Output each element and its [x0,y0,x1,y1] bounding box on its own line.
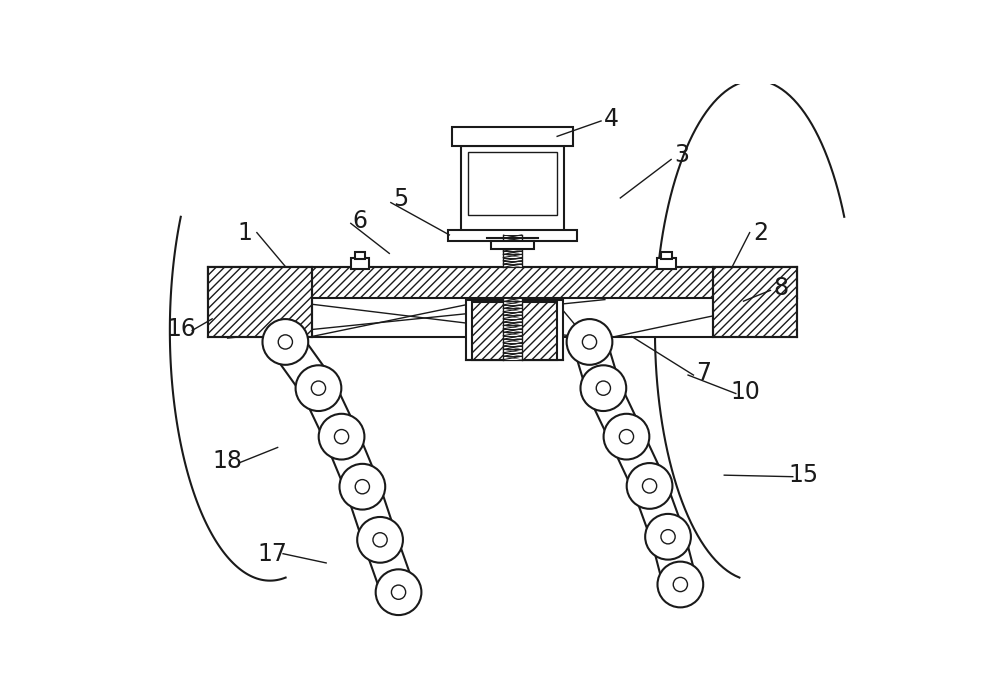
Polygon shape [611,430,665,493]
Bar [503,298,522,360]
Circle shape [619,430,634,444]
Text: 2: 2 [753,220,768,244]
Polygon shape [272,332,332,398]
Circle shape [262,319,308,365]
Bar [472,302,557,360]
Bar [208,267,797,298]
Bar [461,146,564,232]
Text: 6: 6 [353,209,368,233]
Polygon shape [573,337,620,393]
Text: 15: 15 [788,463,819,487]
Text: 8: 8 [773,276,788,300]
Text: 7: 7 [696,360,711,385]
Circle shape [391,585,406,599]
Text: 1: 1 [237,220,252,244]
Circle shape [645,514,691,559]
Bar [448,230,577,241]
Text: 3: 3 [674,143,689,167]
Circle shape [582,335,597,349]
Circle shape [357,517,403,563]
Circle shape [373,533,387,547]
Circle shape [334,430,349,444]
Polygon shape [588,381,642,444]
Bar [713,267,797,337]
Circle shape [661,530,675,544]
Bar [468,152,557,215]
Bar [208,267,312,337]
Text: 4: 4 [604,106,619,131]
Circle shape [311,381,326,395]
Text: 5: 5 [393,188,408,211]
Bar [503,235,522,267]
Circle shape [567,319,612,365]
Circle shape [627,463,672,509]
Bar [466,300,563,360]
Text: 17: 17 [257,542,287,566]
Circle shape [376,569,421,615]
Polygon shape [303,381,357,444]
Circle shape [642,479,657,493]
Bar [452,127,573,146]
Text: 18: 18 [213,449,243,473]
Bar [661,252,672,259]
Circle shape [278,335,292,349]
Circle shape [355,480,369,494]
Text: 10: 10 [730,380,760,404]
Circle shape [657,561,703,608]
Bar [491,241,534,248]
Circle shape [604,414,649,459]
Bar [657,258,676,269]
Bar [351,258,369,269]
Circle shape [296,365,341,411]
Polygon shape [326,430,378,494]
Bar [312,267,713,337]
Bar [355,252,365,259]
Polygon shape [634,480,684,542]
Polygon shape [652,533,697,589]
Circle shape [673,578,687,592]
Circle shape [580,365,626,411]
Text: 16: 16 [166,317,196,341]
Polygon shape [346,482,396,545]
Circle shape [596,381,610,395]
Circle shape [339,464,385,510]
Circle shape [319,414,364,459]
Polygon shape [364,534,415,598]
